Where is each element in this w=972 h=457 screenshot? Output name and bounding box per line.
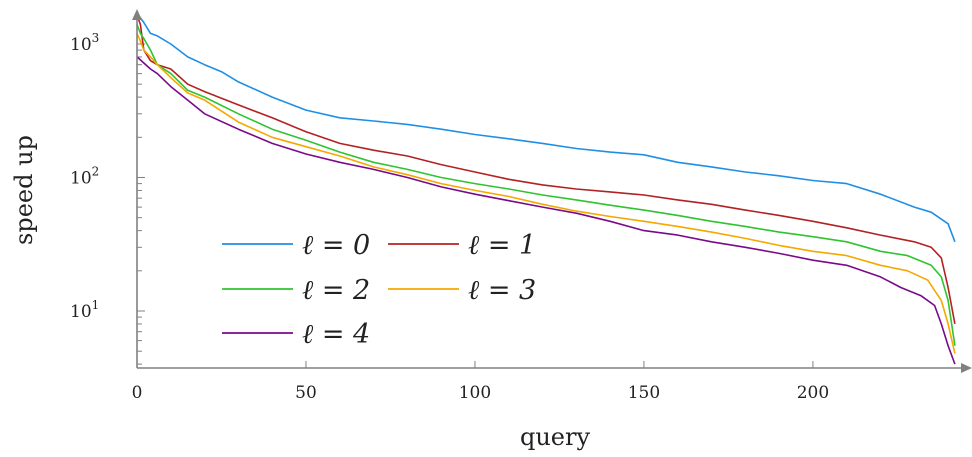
x-axis-arrow bbox=[961, 363, 972, 373]
legend-label-3: ℓ = 3 bbox=[468, 275, 536, 306]
x-tick-label: 50 bbox=[295, 383, 317, 403]
legend: ℓ = 0 ℓ = 1 ℓ = 2 ℓ = 3 ℓ = 4 bbox=[222, 230, 536, 350]
y-axis-arrow bbox=[132, 9, 142, 20]
x-tick-label: 150 bbox=[628, 383, 660, 403]
series-layer bbox=[136, 12, 956, 365]
x-tick-label: 0 bbox=[132, 383, 143, 403]
y-ticks: 101 102 103 bbox=[70, 31, 145, 365]
y-tick-label: 103 bbox=[70, 31, 99, 55]
x-ticks: 0 50 100 150 200 bbox=[132, 361, 829, 403]
x-tick-label: 100 bbox=[459, 383, 491, 403]
x-tick-label: 200 bbox=[797, 383, 829, 403]
legend-label-0: ℓ = 0 bbox=[302, 230, 370, 261]
legend-label-2: ℓ = 2 bbox=[302, 275, 370, 306]
legend-label-1: ℓ = 1 bbox=[468, 230, 536, 261]
series-line-3 bbox=[136, 33, 956, 354]
legend-label-4: ℓ = 4 bbox=[302, 319, 370, 350]
series-line-4 bbox=[136, 56, 956, 365]
y-tick-label: 101 bbox=[70, 298, 99, 322]
series-line-0 bbox=[136, 12, 956, 243]
series-line-2 bbox=[136, 24, 956, 346]
y-axis-label: speed up bbox=[10, 135, 38, 245]
x-axis-label: query bbox=[520, 423, 590, 451]
y-tick-label: 102 bbox=[70, 165, 99, 189]
series-line-1 bbox=[136, 14, 956, 325]
